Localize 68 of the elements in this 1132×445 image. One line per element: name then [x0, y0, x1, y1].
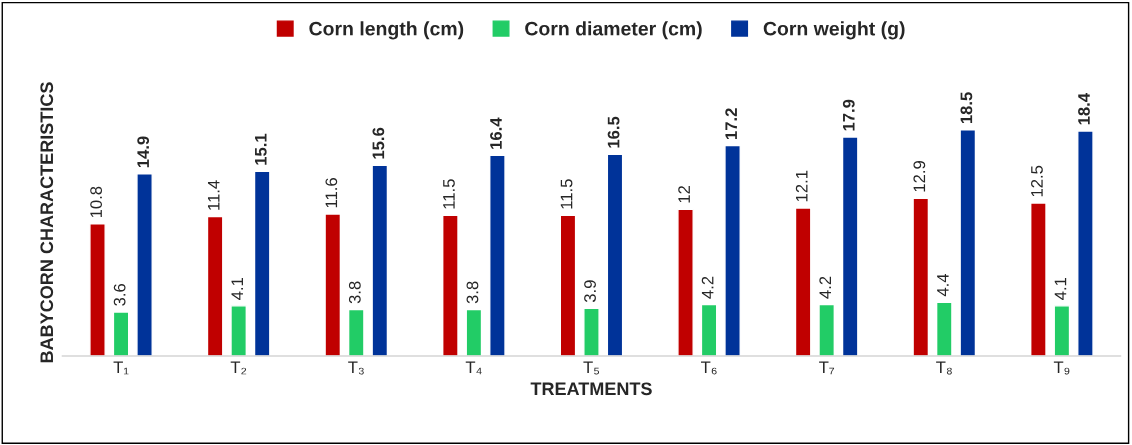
data-label: 16.5 [607, 116, 620, 148]
data-label: 3.9 [584, 280, 596, 303]
bar [206, 215, 224, 356]
data-label: 16.4 [490, 117, 502, 149]
data-label: 4.2 [819, 276, 831, 299]
bar [794, 207, 812, 356]
data-label: 11.5 [443, 179, 455, 209]
bar [136, 173, 153, 356]
bar [89, 223, 106, 356]
data-label: 11.5 [560, 179, 573, 209]
data-label: 12.9 [913, 161, 926, 192]
data-label: 15.6 [372, 127, 385, 159]
data-label: 18.5 [960, 92, 973, 124]
bar [1030, 202, 1047, 356]
x-tick-label: T₉ [1053, 361, 1070, 375]
bar [371, 164, 389, 356]
bar [606, 153, 624, 356]
data-label: 11.6 [325, 178, 338, 208]
bar [559, 214, 577, 356]
bar [230, 305, 248, 356]
x-tick-label: T₁ [113, 361, 129, 375]
data-label: 15.1 [255, 133, 267, 165]
bar [841, 136, 859, 356]
bar [324, 213, 342, 356]
legend-label: Corn weight (g) [763, 21, 905, 40]
data-label: 11.4 [207, 180, 220, 210]
data-label: 4.2 [701, 276, 714, 299]
bar [465, 308, 483, 356]
x-tick-label: T₂ [230, 361, 247, 375]
data-label: 17.9 [842, 99, 855, 131]
data-label: 17.2 [725, 108, 737, 140]
data-label: 12.1 [795, 170, 808, 202]
x-tick-label: T₇ [819, 361, 835, 375]
bar [112, 311, 130, 356]
x-tick-label: T₆ [701, 361, 717, 375]
bar [912, 197, 930, 356]
data-label: 3.8 [466, 281, 479, 304]
data-label: 14.9 [137, 136, 150, 168]
data-label: 10.8 [90, 186, 103, 218]
data-label: 3.8 [348, 281, 361, 304]
x-axis-title: TREATMENTS [530, 382, 652, 396]
data-label: 12 [678, 185, 690, 203]
bar [1077, 130, 1094, 356]
bar [489, 154, 506, 356]
bar [253, 170, 271, 356]
legend-label: Corn length (cm) [309, 21, 464, 40]
bar [818, 303, 836, 356]
legend-label: Corn diameter (cm) [525, 21, 702, 40]
bar [724, 144, 741, 356]
x-tick-label: T₃ [348, 361, 364, 375]
data-label: 4.1 [231, 277, 243, 300]
bar [935, 301, 953, 356]
x-tick-label: T₅ [583, 361, 600, 375]
bar [959, 129, 977, 356]
data-label: 4.4 [937, 273, 949, 297]
bar [583, 307, 600, 356]
y-axis-title: BABYCORN CHARACTERISTICS [40, 82, 54, 363]
data-label: 12.5 [1031, 165, 1043, 197]
bar [442, 214, 459, 356]
x-tick-label: T₈ [936, 361, 952, 375]
data-label: 4.1 [1054, 277, 1067, 300]
data-label: 3.6 [113, 283, 126, 306]
bar [347, 308, 365, 356]
bar [677, 208, 694, 356]
bar [1053, 305, 1071, 356]
data-label: 18.4 [1078, 93, 1090, 125]
x-tick-label: T₄ [465, 361, 482, 375]
bar [700, 303, 718, 356]
